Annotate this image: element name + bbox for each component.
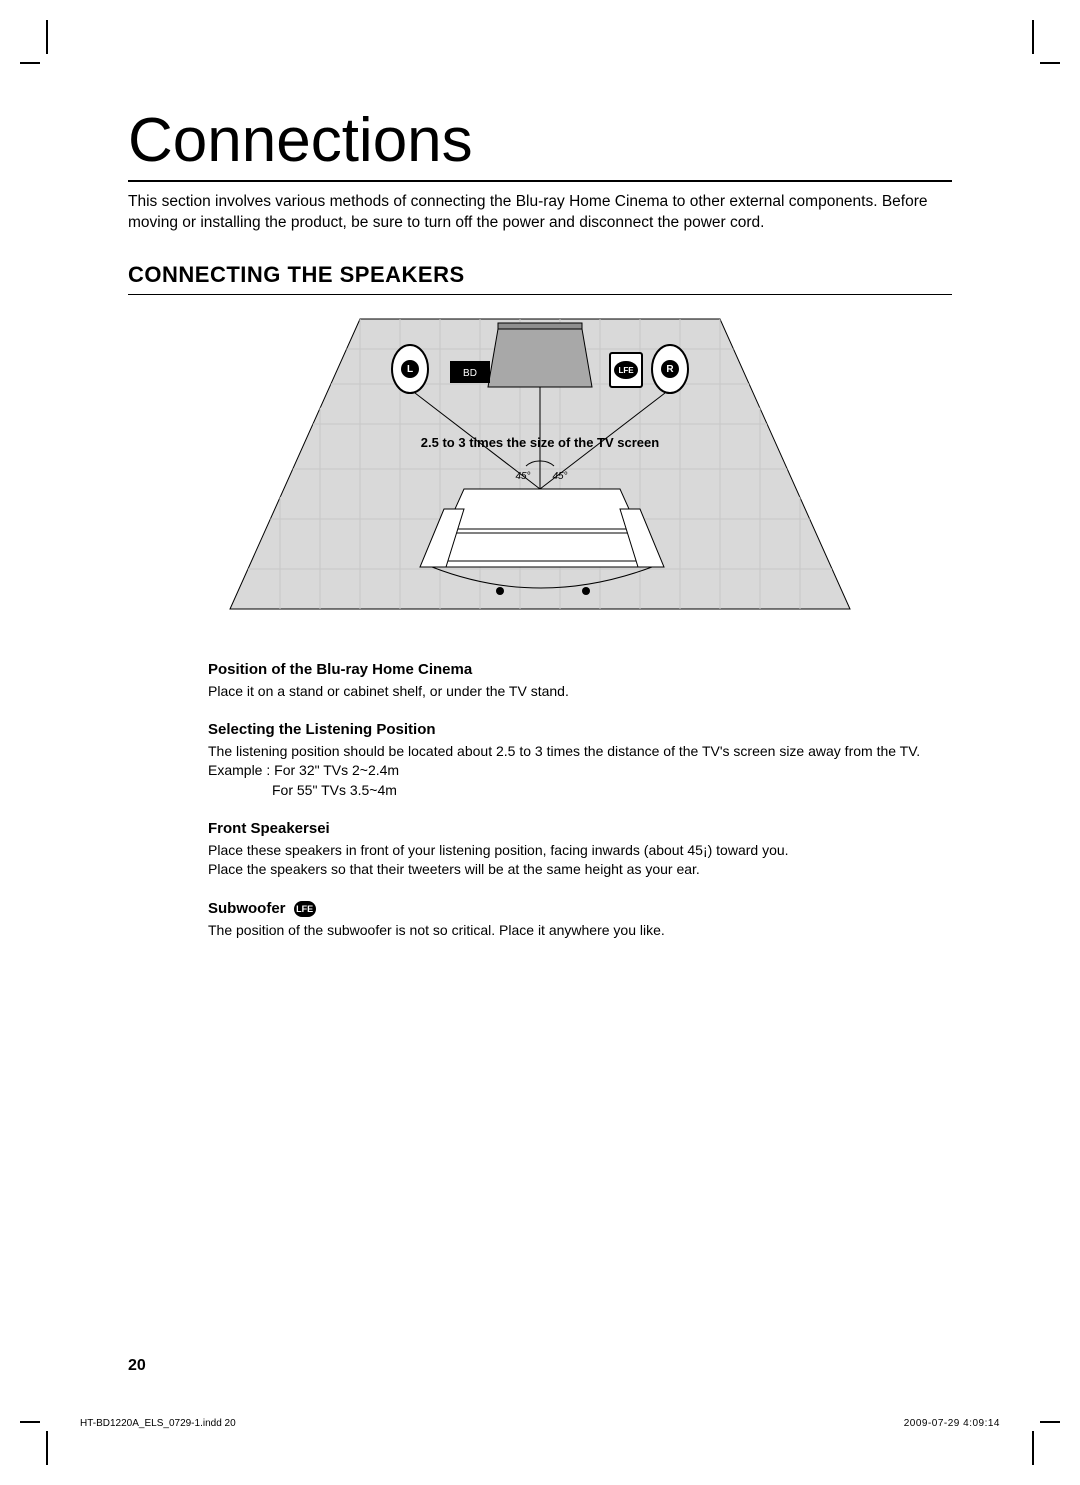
subsection: Subwoofer LFE The position of the subwoo… [208,900,948,940]
svg-text:LFE: LFE [618,366,634,375]
crop-mark [1040,1421,1060,1423]
crop-mark [1040,62,1060,64]
subsection-body-indent: For 55" TVs 3.5~4m [208,781,948,800]
subsection: Position of the Blu-ray Home Cinema Plac… [208,661,948,701]
subsection-heading: Subwoofer LFE [208,900,948,917]
subsections: Position of the Blu-ray Home Cinema Plac… [208,661,948,940]
crop-mark [20,1421,40,1423]
content-area: Connections This section involves variou… [128,105,952,960]
footer-left: HT-BD1220A_ELS_0729-1.indd 20 [80,1418,236,1429]
subsection-heading: Front Speakersei [208,820,948,837]
subsection: Front Speakersei Place these speakers in… [208,820,948,880]
intro-text: This section involves various methods of… [128,192,952,234]
diagram-caption: 2.5 to 3 times the size of the TV screen [421,435,659,450]
subsection-body: Place it on a stand or cabinet shelf, or… [208,682,948,701]
svg-text:BD: BD [463,368,477,379]
crop-mark [1032,1431,1034,1465]
subsection-body: The position of the subwoofer is not so … [208,921,948,940]
tv-icon [488,323,592,387]
lfe-speaker-icon: LFE [610,353,642,387]
footer: HT-BD1220A_ELS_0729-1.indd 20 2009-07-29… [80,1418,1000,1429]
subsection-heading: Selecting the Listening Position [208,721,948,738]
left-speaker-icon: L [392,345,428,393]
page: Connections This section involves variou… [0,0,1080,1485]
crop-mark [20,62,40,64]
diagram-svg: BD L R LFE [220,309,860,629]
subsection-body: Example : For 32" TVs 2~2.4m [208,761,948,780]
subsection: Selecting the Listening Position The lis… [208,721,948,800]
crop-mark [46,1431,48,1465]
footer-right: 2009-07-29 4:09:14 [904,1418,1000,1429]
subsection-body: Place the speakers so that their tweeter… [208,860,948,879]
angle-right-label: 45° [552,471,567,482]
subsection-body: The listening position should be located… [208,742,948,761]
page-title: Connections [128,105,952,182]
bd-unit-icon: BD [450,361,490,383]
angle-left-label: 45° [515,471,530,482]
speaker-diagram: BD L R LFE [220,309,860,629]
crop-mark [46,20,48,54]
crop-mark [1032,20,1034,54]
subsection-body: Place these speakers in front of your li… [208,841,948,860]
section-heading: CONNECTING THE SPEAKERS [128,262,952,295]
right-speaker-icon: R [652,345,688,393]
lfe-badge-icon: LFE [294,901,316,917]
subsection-heading: Position of the Blu-ray Home Cinema [208,661,948,678]
svg-text:L: L [407,364,413,375]
subsection-heading-text: Subwoofer [208,900,286,917]
page-number: 20 [128,1357,146,1375]
svg-text:R: R [666,364,674,375]
